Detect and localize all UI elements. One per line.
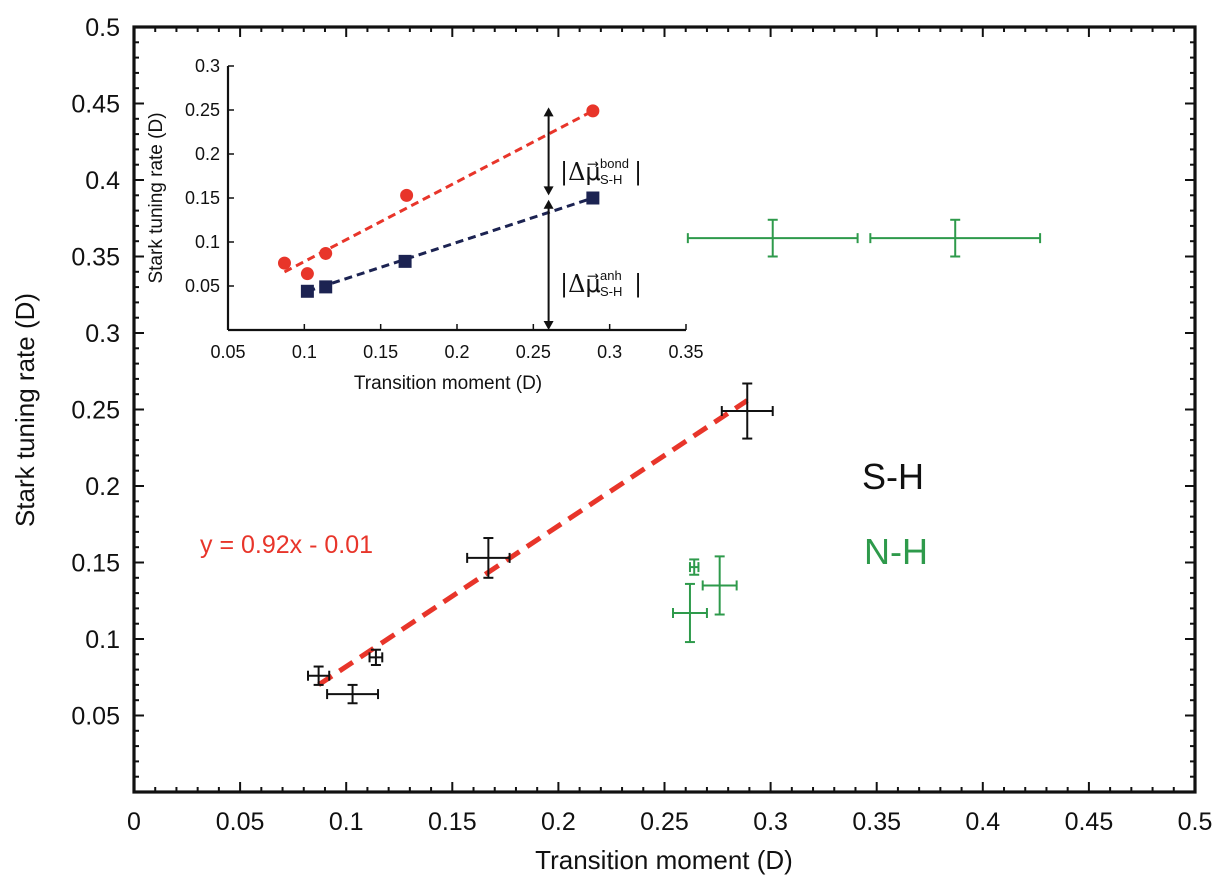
inset-arrow-1 [543, 107, 554, 196]
x-tick-label: 0.05 [216, 808, 265, 836]
annotation-anh-symbol: |Δμ⃗ [560, 270, 601, 299]
inset-point-bond [300, 267, 314, 281]
inset-fit-line-1 [283, 109, 594, 274]
y-tick-label: 0.3 [85, 320, 120, 348]
y-tick-label: 0.2 [85, 473, 120, 501]
data-point-s-h [720, 382, 774, 440]
inset-x-tick-label: 0.25 [516, 342, 551, 362]
inset-chart: 0.05 0.1 0.15 0.2 0.25 0.3 0.35 0.05 0.1 0.15 0.2 0… [185, 56, 704, 362]
inset-y-tick-label: 0.25 [185, 100, 220, 120]
x-tick-label: 0.35 [852, 808, 901, 836]
y-tick-label: 0.4 [85, 167, 120, 195]
inset-x-tick-label: 0.1 [292, 342, 317, 362]
x-tick-label: 0 [127, 808, 141, 836]
main-axes: 0 0.05 0.1 0.15 0.2 0.25 0.3 0.35 0.4 0.45 0.5 0.05… [71, 14, 1212, 836]
annotation-bond: |Δμ⃗ bond S-H | [560, 156, 642, 187]
data-point-n-h [701, 555, 738, 616]
inset-y-tick-label: 0.2 [195, 144, 220, 164]
data-point-s-h [307, 665, 331, 686]
annotation-anh-sub: S-H [600, 284, 622, 299]
inset-point-anh [300, 284, 314, 298]
inset-point-anh [319, 280, 333, 294]
annotation-bond-symbol: |Δμ⃗ [560, 158, 601, 187]
inset-y-tick-label: 0.05 [185, 276, 220, 296]
inset-y-tick-label: 0.3 [195, 56, 220, 76]
inset-x-tick-label: 0.15 [363, 342, 398, 362]
plot-frame [132, 25, 1197, 794]
y-tick-label: 0.35 [71, 244, 120, 272]
annotation-bond-sub: S-H [600, 172, 622, 187]
arrow-head-down [543, 321, 554, 330]
fit-line [317, 398, 749, 687]
main-data [307, 218, 1042, 705]
inset-point-anh [398, 254, 412, 268]
data-point-s-h [326, 683, 380, 705]
arrow-head-up [543, 199, 554, 209]
inset-x-tick-label: 0.35 [668, 342, 703, 362]
inset-x-tick-label: 0.05 [210, 342, 245, 362]
x-tick-label: 0.25 [640, 808, 689, 836]
inset-x-tick-label: 0.3 [597, 342, 622, 362]
x-tick-label: 0.2 [541, 808, 576, 836]
inset-point-bond [586, 104, 600, 118]
x-tick-label: 0.5 [1178, 808, 1213, 836]
data-point-s-h [368, 648, 384, 667]
svg-text:|Δμ⃗: |Δμ⃗ [560, 270, 601, 299]
x-tick-label: 0.15 [428, 808, 477, 836]
x-tick-label: 0.1 [329, 808, 364, 836]
annotation-bond-end: | [634, 158, 642, 187]
inset-x-tick-label: 0.2 [444, 342, 469, 362]
x-tick-label: 0.4 [965, 808, 1000, 836]
data-point-n-h [686, 218, 859, 258]
y-tick-label: 0.05 [71, 703, 120, 731]
legend-sh: S-H [862, 456, 924, 497]
y-tick-label: 0.25 [71, 397, 120, 425]
fit-equation-label: y = 0.92x - 0.01 [200, 531, 373, 559]
x-tick-label: 0.3 [753, 808, 788, 836]
svg-text:|Δμ⃗: |Δμ⃗ [560, 158, 601, 187]
arrow-head-down [543, 186, 554, 196]
y-tick-label: 0.1 [85, 626, 120, 654]
legend-nh: N-H [864, 531, 928, 572]
inset-x-axis-title: Transition moment (D) [354, 373, 542, 394]
annotation-bond-sup: bond [600, 156, 629, 171]
inset-arrow-2 [543, 199, 554, 330]
arrow-head-up [543, 107, 554, 117]
y-tick-label: 0.45 [71, 91, 120, 119]
y-tick-label: 0.15 [71, 550, 120, 578]
annotation-anh: |Δμ⃗ anh S-H | [560, 268, 642, 299]
y-tick-label: 0.5 [85, 14, 120, 42]
inset-point-bond [277, 256, 291, 270]
data-point-n-h [688, 558, 700, 576]
annotation-anh-end: | [634, 270, 642, 299]
inset-fit-line-2 [306, 196, 594, 293]
y-axis-title: Stark tuning rate (D) [10, 293, 40, 527]
inset-y-axis-title: Stark tuning rate (D) [146, 112, 167, 283]
inset-y-tick-label: 0.1 [195, 232, 220, 252]
x-axis-title: Transition moment (D) [535, 845, 793, 875]
annotation-anh-sup: anh [600, 268, 622, 283]
data-point-n-h [869, 218, 1042, 258]
data-point-s-h [466, 537, 511, 579]
data-point-n-h [671, 582, 708, 644]
inset-point-anh [586, 191, 600, 205]
inset-point-bond [400, 188, 414, 202]
x-tick-label: 0.45 [1065, 808, 1114, 836]
inset-y-tick-label: 0.15 [185, 188, 220, 208]
inset-point-bond [319, 246, 333, 260]
